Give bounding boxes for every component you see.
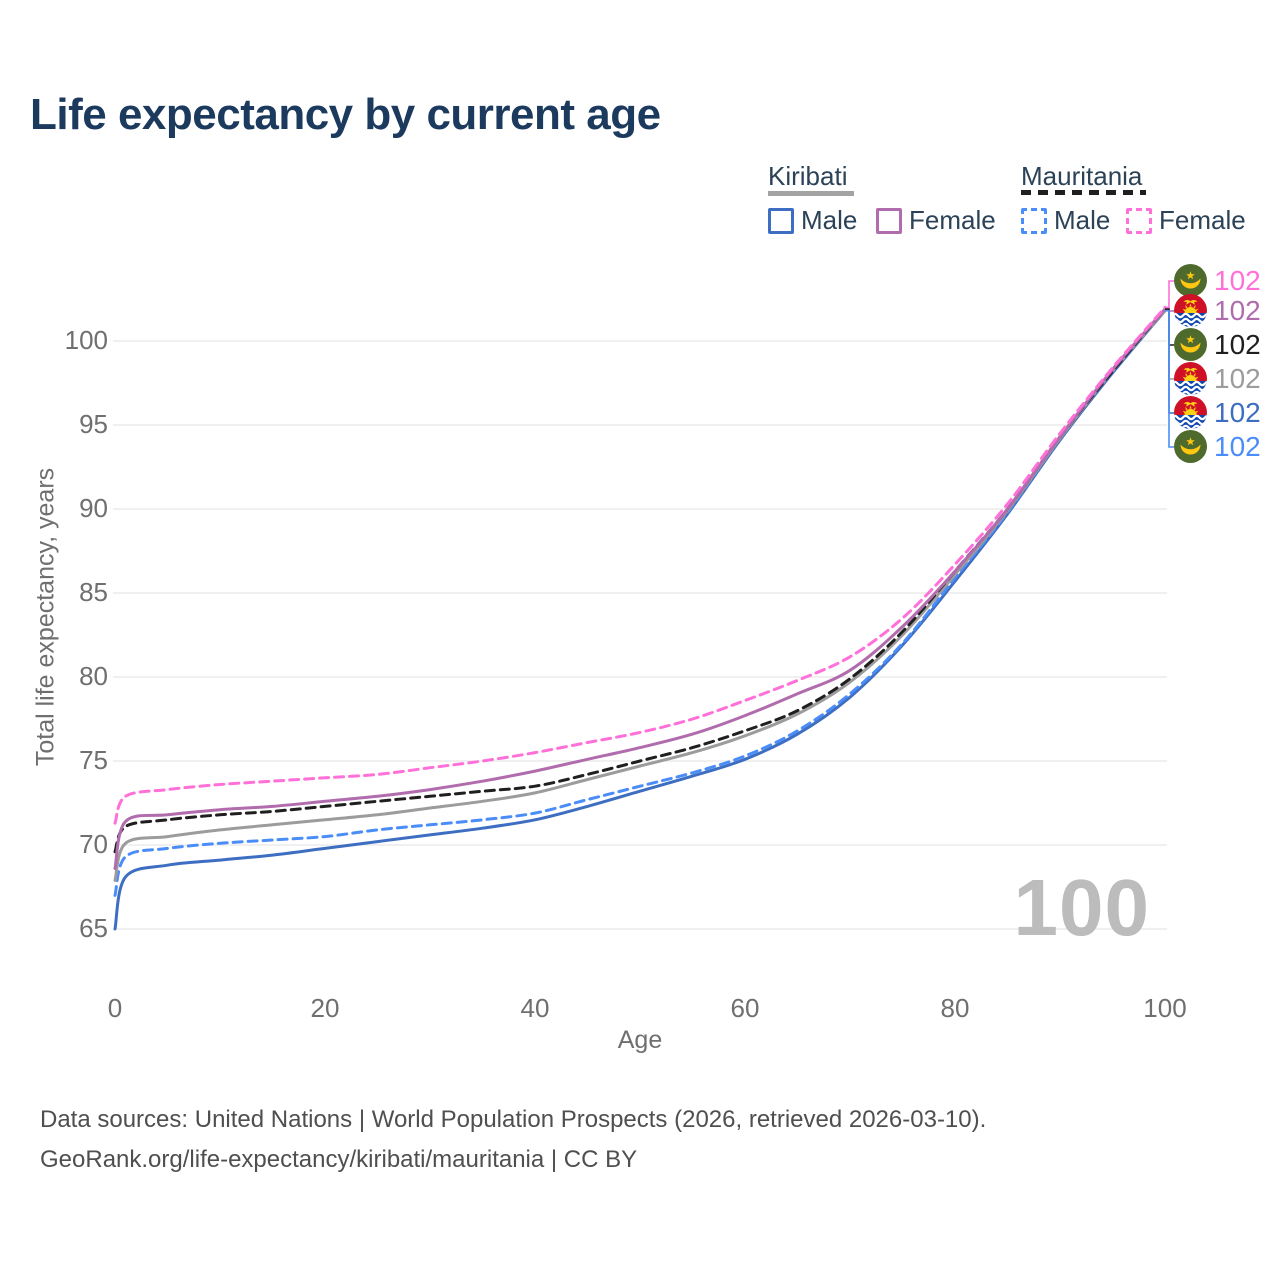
y-tick-label: 75	[79, 745, 108, 775]
legend-label: Male	[1054, 205, 1111, 235]
mauritania-flag-icon	[1174, 264, 1207, 297]
end-label-kiribati-female: 102	[1174, 294, 1261, 327]
kiribati-line-swatch	[768, 191, 854, 196]
legend-item-kiribati-female[interactable]: Female	[876, 205, 996, 236]
end-label-value: 102	[1214, 264, 1261, 296]
x-tick-label: 0	[107, 993, 123, 1023]
kiribati-flag-icon	[1174, 396, 1207, 429]
data-source-note: Data sources: United Nations | World Pop…	[40, 1106, 987, 1133]
legend-group-kiribati[interactable]: Kiribati	[768, 161, 848, 191]
end-label-value: 102	[1214, 362, 1261, 394]
end-label-kiribati-male: 102	[1174, 396, 1261, 429]
end-label-connector	[1165, 280, 1174, 309]
legend-label: Male	[801, 205, 858, 235]
legend-label: Female	[1159, 205, 1246, 235]
x-tick-label: 20	[310, 993, 340, 1023]
series-kiribati-both-line[interactable]	[113, 309, 1167, 882]
end-label-mauritania-male: 102	[1174, 430, 1261, 463]
kiribati-flag-icon	[1174, 294, 1207, 327]
y-tick-label: 80	[79, 661, 108, 691]
y-tick-label: 100	[64, 325, 108, 355]
series-kiribati-male-line[interactable]	[113, 309, 1167, 931]
end-label-value: 102	[1214, 430, 1261, 462]
y-tick-label: 70	[79, 829, 108, 859]
end-label-value: 102	[1214, 328, 1261, 360]
legend-group-mauritania[interactable]: Mauritania	[1021, 161, 1143, 191]
x-tick-label: 60	[730, 993, 760, 1023]
legend-label: Female	[909, 205, 996, 235]
series-mauritania-female-line[interactable]	[113, 305, 1167, 825]
legend-item-mauritania-male[interactable]: Male	[1021, 205, 1110, 236]
end-label-value: 102	[1214, 294, 1261, 326]
mauritania-line-swatch	[1021, 190, 1146, 195]
legend-item-kiribati-male[interactable]: Male	[768, 205, 857, 236]
end-label-kiribati-both: 102	[1174, 362, 1261, 395]
page-title: Life expectancy by current age	[30, 90, 661, 139]
x-tick-label: 100	[1143, 993, 1187, 1023]
kiribati-male-swatch-icon	[768, 207, 794, 234]
kiribati-female-swatch-icon	[876, 207, 902, 234]
kiribati-flag-icon	[1174, 362, 1207, 395]
end-label-value: 102	[1214, 396, 1261, 428]
x-axis-title: Age	[617, 1026, 663, 1054]
mauritania-female-swatch-icon	[1126, 207, 1152, 234]
y-tick-label: 65	[79, 913, 108, 943]
watermark-age-cursor: 100	[1013, 863, 1150, 952]
mauritania-flag-icon	[1174, 328, 1207, 361]
legend-item-mauritania-female[interactable]: Female	[1126, 205, 1246, 236]
end-label-mauritania-both: 102	[1174, 328, 1261, 361]
x-tick-label: 80	[940, 993, 970, 1023]
mauritania-flag-icon	[1174, 430, 1207, 463]
end-label-mauritania-female: 102	[1174, 264, 1261, 297]
y-tick-label: 95	[79, 409, 108, 439]
y-tick-label: 90	[79, 493, 108, 523]
attribution-note: GeoRank.org/life-expectancy/kiribati/mau…	[40, 1146, 638, 1173]
series-kiribati-female-line[interactable]	[113, 307, 1167, 870]
y-tick-label: 85	[79, 577, 108, 607]
end-label-connector	[1165, 309, 1174, 448]
x-tick-label: 40	[520, 993, 550, 1023]
series-mauritania-both-line[interactable]	[113, 307, 1167, 854]
mauritania-male-swatch-icon	[1021, 207, 1047, 234]
